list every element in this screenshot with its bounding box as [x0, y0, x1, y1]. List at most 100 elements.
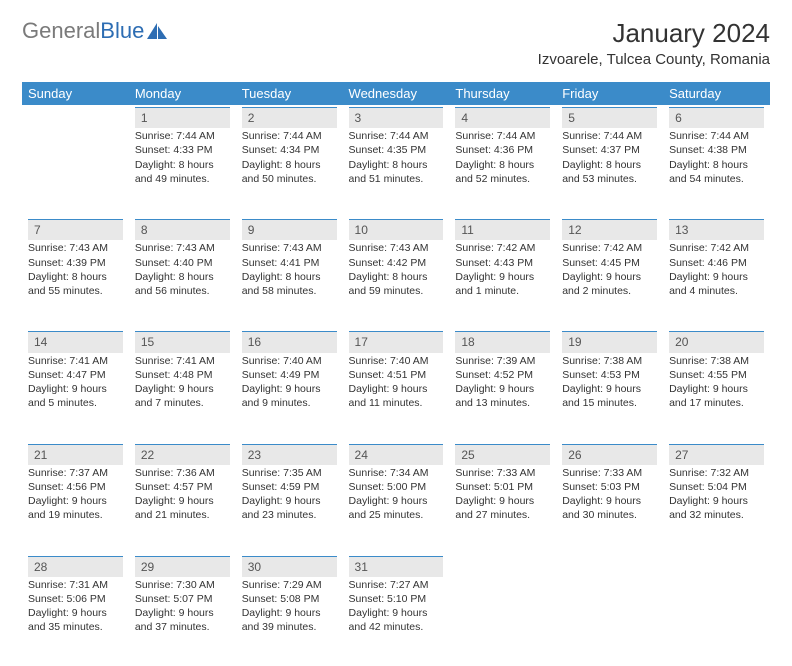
- day-number: 24: [349, 444, 444, 465]
- sunset-line: Sunset: 4:46 PM: [669, 256, 764, 270]
- weekday-header: Wednesday: [343, 82, 450, 105]
- day-cell: Sunrise: 7:43 AMSunset: 4:40 PMDaylight:…: [129, 241, 236, 329]
- daylight-line: Daylight: 9 hours and 5 minutes.: [28, 382, 123, 410]
- daylight-line: Daylight: 8 hours and 49 minutes.: [135, 158, 230, 186]
- sunset-line: Sunset: 5:04 PM: [669, 480, 764, 494]
- sunset-line: Sunset: 4:48 PM: [135, 368, 230, 382]
- day-cell: Sunrise: 7:43 AMSunset: 4:39 PMDaylight:…: [22, 241, 129, 329]
- sunset-line: Sunset: 4:37 PM: [562, 143, 657, 157]
- sunrise-line: Sunrise: 7:38 AM: [669, 354, 764, 368]
- day-cell: Sunrise: 7:31 AMSunset: 5:06 PMDaylight:…: [22, 578, 129, 666]
- day-number: 25: [455, 444, 550, 465]
- daynum-row: 78910111213: [22, 217, 770, 241]
- sunrise-line: Sunrise: 7:43 AM: [28, 241, 123, 255]
- daylight-line: Daylight: 8 hours and 55 minutes.: [28, 270, 123, 298]
- day-info-row: Sunrise: 7:31 AMSunset: 5:06 PMDaylight:…: [22, 578, 770, 666]
- weekday-header: Saturday: [663, 82, 770, 105]
- daynum-row: 14151617181920: [22, 329, 770, 353]
- daylight-line: Daylight: 9 hours and 17 minutes.: [669, 382, 764, 410]
- weekday-header: Sunday: [22, 82, 129, 105]
- daylight-line: Daylight: 8 hours and 53 minutes.: [562, 158, 657, 186]
- daylight-line: Daylight: 9 hours and 7 minutes.: [135, 382, 230, 410]
- sunrise-line: Sunrise: 7:39 AM: [455, 354, 550, 368]
- day-cell: Sunrise: 7:37 AMSunset: 4:56 PMDaylight:…: [22, 466, 129, 554]
- daylight-line: Daylight: 8 hours and 50 minutes.: [242, 158, 337, 186]
- day-cell: Sunrise: 7:41 AMSunset: 4:48 PMDaylight:…: [129, 354, 236, 442]
- weekday-header: Tuesday: [236, 82, 343, 105]
- title-block: January 2024 Izvoarele, Tulcea County, R…: [538, 18, 770, 76]
- daylight-line: Daylight: 9 hours and 23 minutes.: [242, 494, 337, 522]
- day-number: 16: [242, 331, 337, 352]
- sunrise-line: Sunrise: 7:43 AM: [349, 241, 444, 255]
- day-cell: Sunrise: 7:32 AMSunset: 5:04 PMDaylight:…: [663, 466, 770, 554]
- sunset-line: Sunset: 4:34 PM: [242, 143, 337, 157]
- sunset-line: Sunset: 4:59 PM: [242, 480, 337, 494]
- daylight-line: Daylight: 9 hours and 2 minutes.: [562, 270, 657, 298]
- day-number: 8: [135, 219, 230, 240]
- sunrise-line: Sunrise: 7:44 AM: [669, 129, 764, 143]
- day-cell: Sunrise: 7:35 AMSunset: 4:59 PMDaylight:…: [236, 466, 343, 554]
- day-number: 31: [349, 556, 444, 577]
- sunrise-line: Sunrise: 7:33 AM: [455, 466, 550, 480]
- sunset-line: Sunset: 4:33 PM: [135, 143, 230, 157]
- sunset-line: Sunset: 4:41 PM: [242, 256, 337, 270]
- sunrise-line: Sunrise: 7:44 AM: [455, 129, 550, 143]
- sunset-line: Sunset: 4:42 PM: [349, 256, 444, 270]
- day-cell: Sunrise: 7:29 AMSunset: 5:08 PMDaylight:…: [236, 578, 343, 666]
- sunset-line: Sunset: 4:51 PM: [349, 368, 444, 382]
- day-cell: Sunrise: 7:27 AMSunset: 5:10 PMDaylight:…: [343, 578, 450, 666]
- day-number: 26: [562, 444, 657, 465]
- daylight-line: Daylight: 9 hours and 1 minute.: [455, 270, 550, 298]
- page-title: January 2024: [538, 18, 770, 49]
- daynum-row: 21222324252627: [22, 442, 770, 466]
- weekday-header-row: SundayMondayTuesdayWednesdayThursdayFrid…: [22, 82, 770, 105]
- sunrise-line: Sunrise: 7:42 AM: [455, 241, 550, 255]
- brand-logo: GeneralBlue: [22, 18, 168, 44]
- daylight-line: Daylight: 9 hours and 19 minutes.: [28, 494, 123, 522]
- daylight-line: Daylight: 8 hours and 58 minutes.: [242, 270, 337, 298]
- day-cell: Sunrise: 7:38 AMSunset: 4:53 PMDaylight:…: [556, 354, 663, 442]
- sunrise-line: Sunrise: 7:29 AM: [242, 578, 337, 592]
- sunset-line: Sunset: 5:08 PM: [242, 592, 337, 606]
- day-cell: Sunrise: 7:42 AMSunset: 4:45 PMDaylight:…: [556, 241, 663, 329]
- sunset-line: Sunset: 4:36 PM: [455, 143, 550, 157]
- sunrise-line: Sunrise: 7:34 AM: [349, 466, 444, 480]
- daylight-line: Daylight: 9 hours and 4 minutes.: [669, 270, 764, 298]
- calendar-table: SundayMondayTuesdayWednesdayThursdayFrid…: [22, 82, 770, 666]
- day-cell: Sunrise: 7:43 AMSunset: 4:42 PMDaylight:…: [343, 241, 450, 329]
- sunrise-line: Sunrise: 7:44 AM: [562, 129, 657, 143]
- daylight-line: Daylight: 8 hours and 51 minutes.: [349, 158, 444, 186]
- sunset-line: Sunset: 4:56 PM: [28, 480, 123, 494]
- day-number: 9: [242, 219, 337, 240]
- day-cell: Sunrise: 7:33 AMSunset: 5:03 PMDaylight:…: [556, 466, 663, 554]
- day-info-row: Sunrise: 7:37 AMSunset: 4:56 PMDaylight:…: [22, 466, 770, 554]
- day-cell: Sunrise: 7:39 AMSunset: 4:52 PMDaylight:…: [449, 354, 556, 442]
- sunrise-line: Sunrise: 7:44 AM: [349, 129, 444, 143]
- day-cell: Sunrise: 7:44 AMSunset: 4:37 PMDaylight:…: [556, 129, 663, 217]
- day-cell: Sunrise: 7:30 AMSunset: 5:07 PMDaylight:…: [129, 578, 236, 666]
- daylight-line: Daylight: 8 hours and 59 minutes.: [349, 270, 444, 298]
- weekday-header: Thursday: [449, 82, 556, 105]
- location: Izvoarele, Tulcea County, Romania: [538, 51, 770, 68]
- daylight-line: Daylight: 9 hours and 15 minutes.: [562, 382, 657, 410]
- sunset-line: Sunset: 4:35 PM: [349, 143, 444, 157]
- day-cell: [22, 129, 129, 217]
- day-number: 4: [455, 107, 550, 128]
- day-number: 18: [455, 331, 550, 352]
- day-info-row: Sunrise: 7:41 AMSunset: 4:47 PMDaylight:…: [22, 354, 770, 442]
- day-number: 14: [28, 331, 123, 352]
- day-number: 20: [669, 331, 764, 352]
- day-number: 30: [242, 556, 337, 577]
- sunrise-line: Sunrise: 7:40 AM: [242, 354, 337, 368]
- daylight-line: Daylight: 9 hours and 32 minutes.: [669, 494, 764, 522]
- sunset-line: Sunset: 4:53 PM: [562, 368, 657, 382]
- day-cell: Sunrise: 7:44 AMSunset: 4:34 PMDaylight:…: [236, 129, 343, 217]
- day-number: 27: [669, 444, 764, 465]
- day-cell: Sunrise: 7:44 AMSunset: 4:35 PMDaylight:…: [343, 129, 450, 217]
- sunset-line: Sunset: 5:00 PM: [349, 480, 444, 494]
- sunrise-line: Sunrise: 7:41 AM: [28, 354, 123, 368]
- sunrise-line: Sunrise: 7:35 AM: [242, 466, 337, 480]
- day-number: 7: [28, 219, 123, 240]
- day-cell: [663, 578, 770, 666]
- day-number: 29: [135, 556, 230, 577]
